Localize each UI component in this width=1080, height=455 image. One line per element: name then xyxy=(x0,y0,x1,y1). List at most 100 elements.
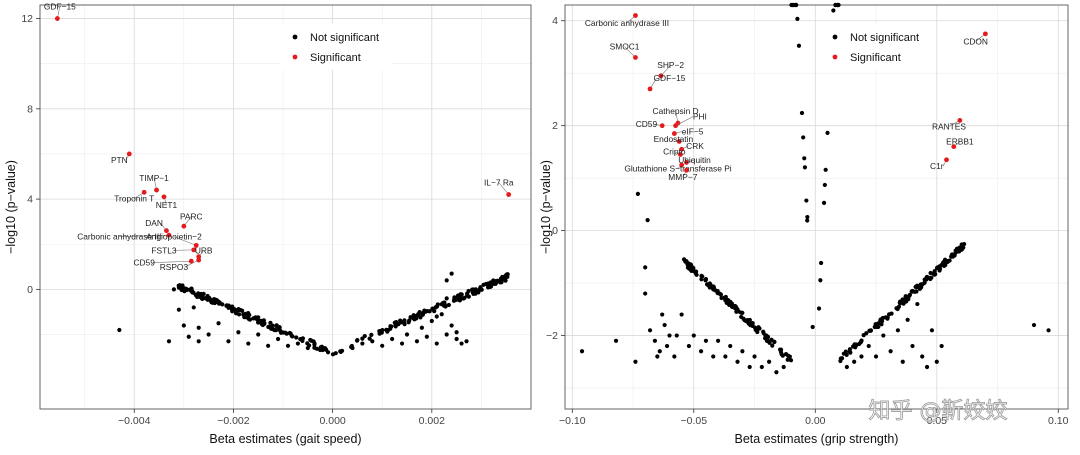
data-point xyxy=(772,339,777,344)
significant-point xyxy=(658,73,664,79)
data-point xyxy=(715,338,721,343)
data-point xyxy=(251,316,256,321)
data-point xyxy=(831,8,836,13)
data-point xyxy=(679,312,684,317)
leader-line xyxy=(675,116,694,126)
data-point xyxy=(747,364,752,370)
data-point xyxy=(765,338,770,343)
data-point xyxy=(117,327,122,333)
data-point xyxy=(478,287,484,292)
data-point xyxy=(255,317,260,322)
x-tick-label: 0.05 xyxy=(927,415,948,427)
point-label: SMOC1 xyxy=(610,42,640,52)
data-point xyxy=(275,336,281,342)
data-point xyxy=(879,322,884,327)
data-point xyxy=(504,273,509,278)
data-point xyxy=(915,301,920,307)
y-axis-title: −log10 (p−value) xyxy=(4,160,18,254)
data-point xyxy=(498,280,503,285)
significant-point xyxy=(684,167,689,173)
y-tick-label: 12 xyxy=(21,13,33,25)
data-point xyxy=(182,288,187,293)
data-point xyxy=(355,338,360,343)
leader-line xyxy=(624,46,636,58)
data-point xyxy=(464,339,469,344)
data-point xyxy=(434,341,439,346)
x-axis-title: Beta estimates (grip strength) xyxy=(735,432,899,446)
x-tick-label: −0.10 xyxy=(559,415,586,427)
point-label: Carbonic anhydrase III xyxy=(585,18,669,28)
point-label: GDF−15 xyxy=(44,2,76,12)
data-point xyxy=(1031,322,1037,328)
data-point xyxy=(903,294,908,299)
significant-point xyxy=(676,139,682,144)
data-point xyxy=(907,293,912,298)
data-point xyxy=(312,342,317,347)
significant-point xyxy=(671,131,677,136)
data-point xyxy=(810,324,815,330)
leader-line xyxy=(173,236,197,246)
point-label: GDF−15 xyxy=(654,73,686,83)
data-point xyxy=(419,325,424,330)
significant-point xyxy=(944,157,949,163)
data-point xyxy=(819,260,824,266)
data-point xyxy=(226,303,231,308)
point-label: PTN xyxy=(111,155,128,165)
data-point xyxy=(216,301,222,306)
data-point xyxy=(226,339,231,344)
data-point xyxy=(284,331,289,336)
data-point xyxy=(885,315,890,320)
point-label: CRK xyxy=(686,141,704,151)
data-point xyxy=(711,354,716,359)
point-label: FSTL3 xyxy=(151,245,176,255)
point-label: SHP−2 xyxy=(657,60,684,70)
data-point xyxy=(471,289,476,294)
data-point xyxy=(700,274,705,279)
significant-point xyxy=(193,242,199,248)
data-point xyxy=(295,341,300,346)
data-point xyxy=(180,283,185,288)
data-point xyxy=(787,354,792,359)
data-point xyxy=(694,272,699,277)
data-point xyxy=(740,349,745,354)
data-point xyxy=(868,328,874,333)
y-tick-label: 4 xyxy=(552,15,558,27)
data-point xyxy=(733,305,739,310)
data-point xyxy=(402,318,407,323)
data-point xyxy=(805,218,810,223)
significant-point xyxy=(166,232,172,238)
data-point xyxy=(873,354,879,359)
data-point xyxy=(330,352,336,357)
data-point xyxy=(881,333,886,338)
data-point xyxy=(878,317,883,322)
data-point xyxy=(220,302,225,307)
point-label: MMP−7 xyxy=(668,172,697,182)
point-label: Carbonic anhydrase III xyxy=(77,232,161,242)
data-point xyxy=(458,292,463,297)
point-label: Cripto xyxy=(663,147,686,157)
data-point xyxy=(953,250,958,255)
leader-line xyxy=(498,182,509,195)
data-point xyxy=(455,295,460,300)
data-point xyxy=(440,300,446,306)
data-point xyxy=(802,156,807,161)
data-point xyxy=(465,293,470,298)
data-point xyxy=(439,312,444,317)
data-point xyxy=(187,287,192,292)
data-point xyxy=(895,328,901,333)
data-point xyxy=(647,328,653,333)
significant-point xyxy=(633,55,638,60)
point-label: Troponin T xyxy=(114,193,154,203)
data-point xyxy=(703,338,709,343)
data-point xyxy=(816,306,822,311)
significant-point xyxy=(191,247,197,253)
data-point xyxy=(186,334,191,339)
legend-box xyxy=(821,24,931,70)
data-point xyxy=(657,349,662,354)
data-point xyxy=(822,182,827,188)
data-point xyxy=(242,315,247,320)
data-point xyxy=(774,370,779,375)
data-point xyxy=(294,335,299,340)
x-tick-label: 0.000 xyxy=(319,415,345,427)
data-point xyxy=(466,288,471,294)
